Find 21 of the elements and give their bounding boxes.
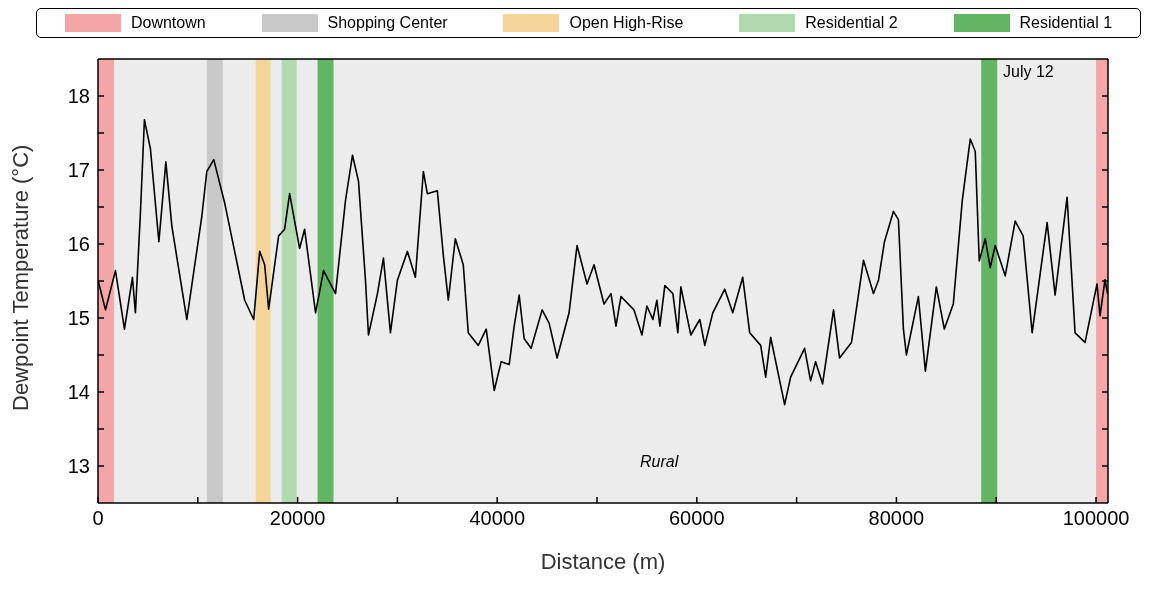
- y-tick-label: 15: [67, 307, 90, 330]
- legend-label: Residential 2: [805, 14, 898, 32]
- y-tick-label: 16: [67, 233, 90, 256]
- x-tick-label: 0: [92, 507, 104, 530]
- legend-label: Open High-Rise: [569, 14, 684, 32]
- y-tick-label: 18: [67, 85, 90, 108]
- x-tick-label: 60000: [669, 507, 725, 530]
- y-axis-title: Dewpoint Temperature (°C): [7, 144, 33, 411]
- y-tick-label: 17: [67, 159, 90, 182]
- legend-label: Shopping Center: [327, 14, 448, 32]
- annotation: July 12: [1003, 63, 1054, 81]
- legend-label: Downtown: [130, 14, 206, 32]
- x-tick-label: 80000: [868, 507, 925, 530]
- x-tick-label: 20000: [269, 507, 326, 530]
- x-tick-label: 100000: [1062, 507, 1130, 530]
- legend-label: Residential 1: [1019, 14, 1113, 32]
- x-tick-label: 40000: [469, 507, 526, 530]
- x-axis-title: Distance (m): [540, 549, 666, 574]
- y-tick-label: 14: [67, 381, 90, 404]
- annotation: Rural: [640, 453, 679, 471]
- y-tick-label: 13: [67, 455, 90, 478]
